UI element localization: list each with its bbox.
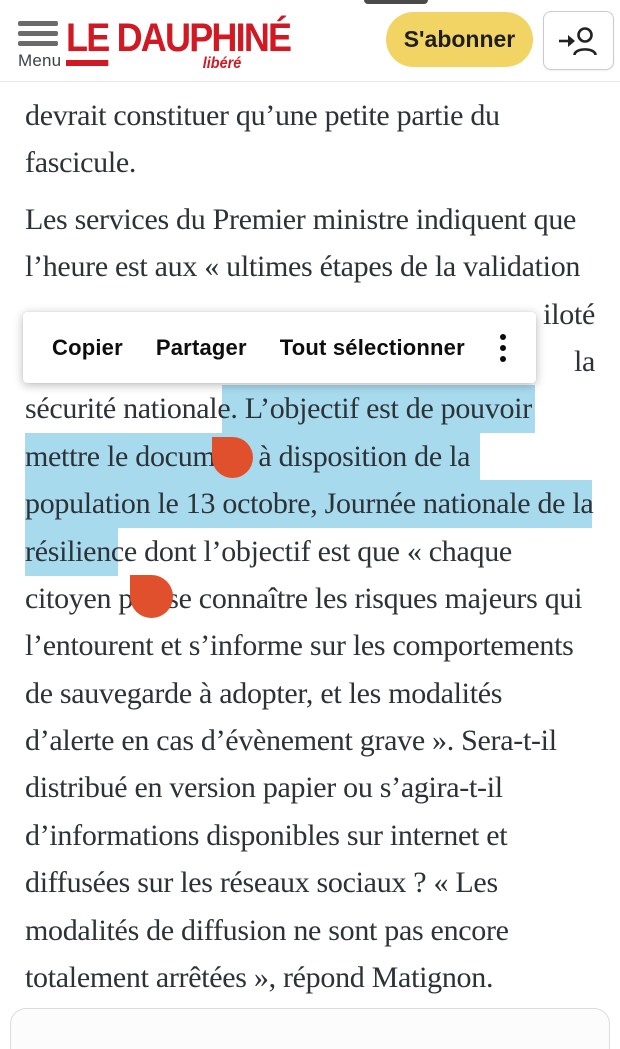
article-line: citoyen puisse connaître les risques maj…: [25, 581, 583, 615]
article-line: d’informations disponibles sur internet …: [25, 818, 508, 852]
select-all-menu-item[interactable]: Tout sélectionner: [279, 334, 465, 360]
article-line: Les services du Premier ministre indique…: [25, 202, 577, 236]
article-line: devrait constituer qu’une petite partie …: [25, 99, 500, 132]
article-line: la: [573, 344, 595, 378]
logo-rest: DAUPHINÉ: [108, 16, 292, 60]
article-line: d’alerte en cas d’évènement grave ». Ser…: [25, 724, 557, 758]
hamburger-icon: [18, 31, 58, 36]
share-menu-item[interactable]: Partager: [155, 334, 247, 360]
hamburger-icon: [18, 41, 58, 46]
subscribe-button[interactable]: S'abonner: [386, 12, 533, 67]
article-line: l’entourent et s’informe sur les comport…: [25, 629, 574, 663]
login-button[interactable]: [543, 11, 614, 70]
kebab-dot: [500, 333, 506, 340]
logo-subtitle: libéré: [202, 55, 242, 72]
menu-label: Menu: [18, 51, 62, 70]
text-selection-context-menu: Copier Partager Tout sélectionner: [23, 312, 536, 383]
copy-menu-item[interactable]: Copier: [52, 334, 123, 360]
article-line: résilience dont l’objectif est que « cha…: [25, 534, 512, 568]
text-selection-handle[interactable]: [130, 575, 173, 618]
article-line: population le 13 octobre, Journée nation…: [25, 487, 594, 521]
article-line: mettre le document à disposition de la: [25, 439, 471, 473]
site-logo[interactable]: LE DAUPHINÉ libéré: [66, 16, 292, 72]
article-line: de sauvegarde à adopter, et les modalité…: [25, 676, 503, 710]
selection-highlight-rect: [25, 480, 592, 528]
selection-highlight-rect: [222, 385, 535, 433]
scrolled-element-sliver: [364, 0, 428, 4]
article-line: totalement arrêtées », répond Matignon.: [25, 961, 494, 995]
hamburger-menu-button[interactable]: Menu: [18, 21, 62, 71]
site-header: Menu LE DAUPHINÉ libéré S'abonner: [0, 0, 620, 82]
article-line: diffusées sur les réseaux sociaux ? « Le…: [25, 866, 498, 900]
login-person-icon: [558, 26, 597, 55]
article-line: iloté: [543, 297, 595, 331]
text-selection-handle[interactable]: [212, 437, 253, 478]
kebab-menu-icon[interactable]: [500, 333, 536, 362]
logo-title: LE DAUPHINÉ: [66, 16, 292, 66]
article-line: distribué en version papier ou s’agira-t…: [25, 771, 503, 805]
article-line: sécurité nationale. L’objectif est de po…: [25, 392, 532, 426]
hamburger-icon: [18, 21, 58, 26]
article-line: fascicule.: [25, 146, 137, 180]
logo-le: LE: [66, 16, 110, 66]
article-text: devrait constituer qu’une petite partie …: [25, 92, 595, 1001]
article-line: modalités de diffusion ne sont pas encor…: [25, 913, 509, 947]
kebab-dot: [500, 355, 506, 362]
article-line: l’heure est aux « ultimes étapes de la v…: [25, 250, 581, 284]
kebab-dot: [500, 344, 506, 351]
selection-highlight-rect: [25, 528, 118, 576]
next-content-card: [10, 1008, 610, 1049]
